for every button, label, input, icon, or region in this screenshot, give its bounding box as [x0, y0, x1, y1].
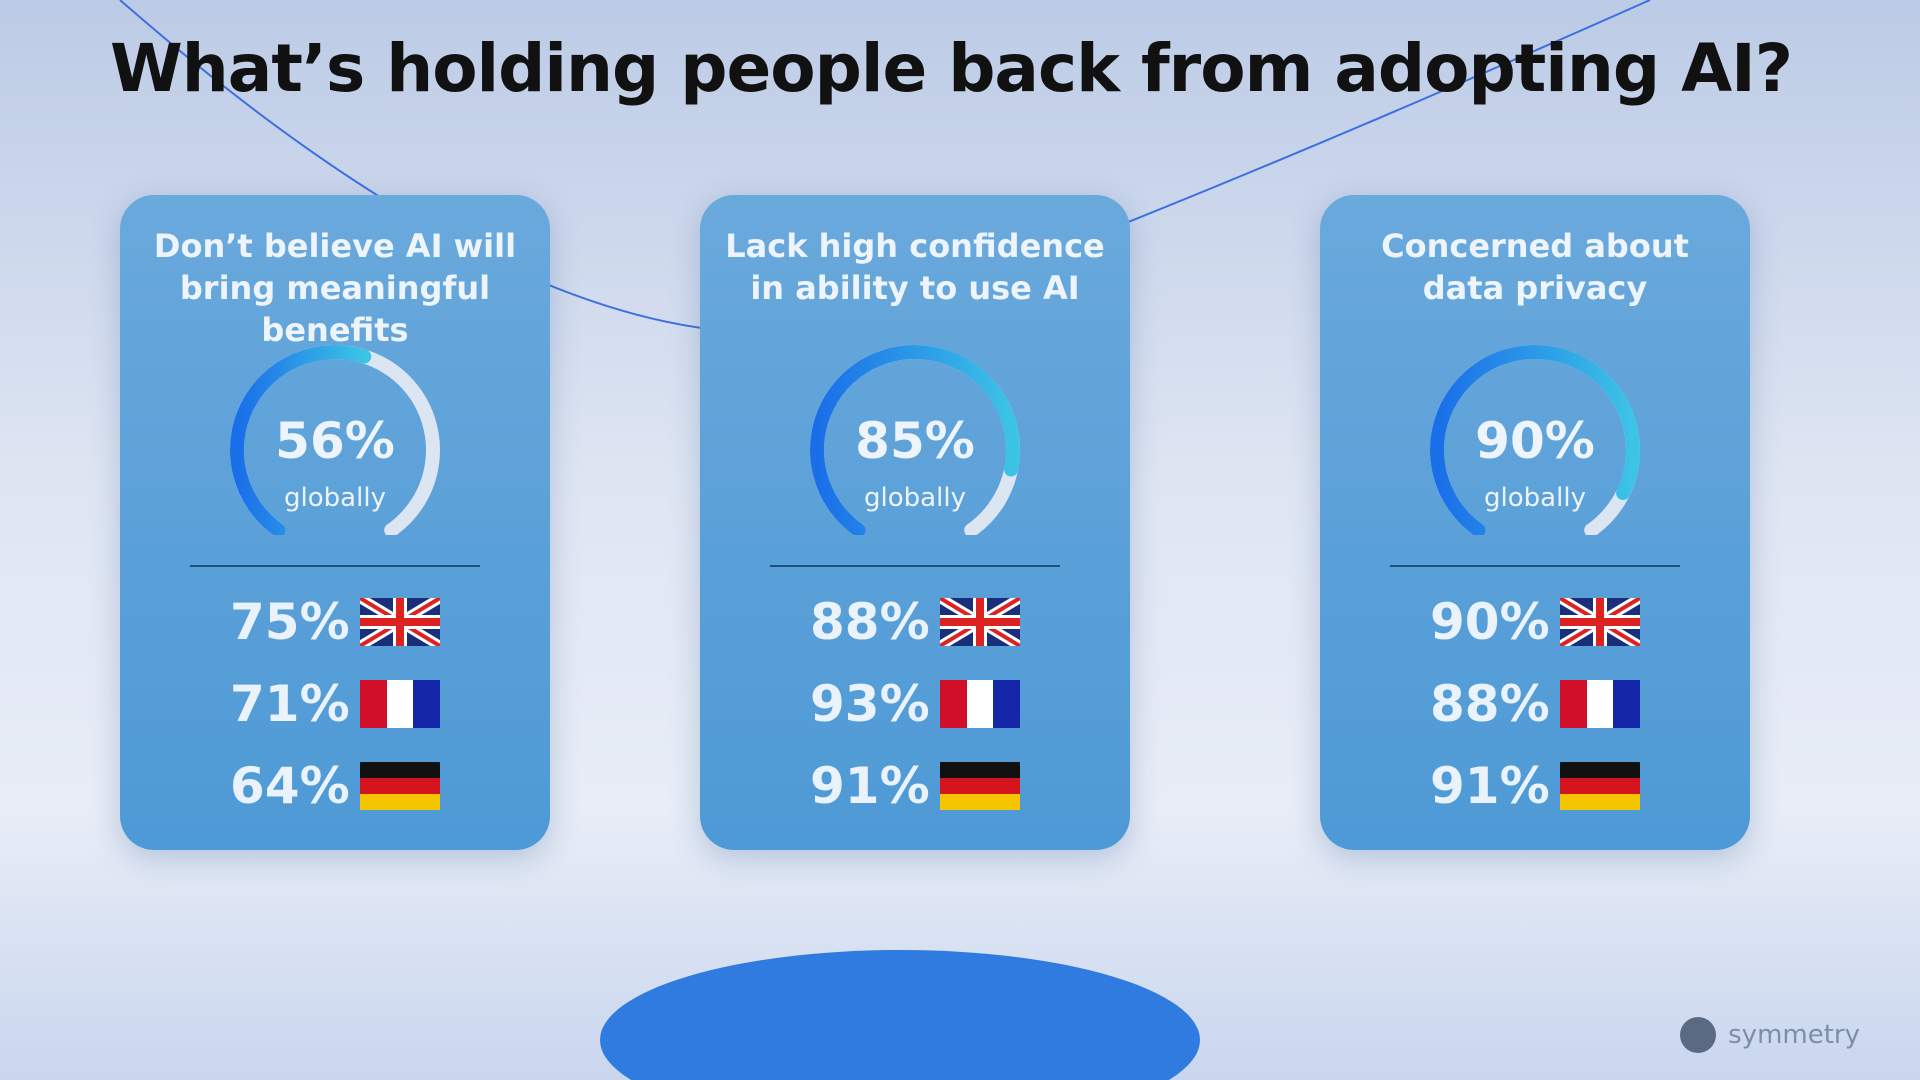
- country-row: 71%: [120, 672, 550, 736]
- gauge: 56% globally: [230, 345, 440, 535]
- card: Lack high confidence in ability to use A…: [700, 195, 1130, 850]
- country-value: 91%: [810, 757, 930, 815]
- card-title: Lack high confidence in ability to use A…: [725, 227, 1105, 307]
- flag-part: [940, 598, 1020, 646]
- country-value: 88%: [810, 593, 930, 651]
- country-row: 91%: [1320, 754, 1750, 818]
- flag-part: [413, 680, 440, 728]
- flag: [360, 762, 440, 810]
- country-value: 64%: [230, 757, 350, 815]
- flag-part: [1560, 680, 1587, 728]
- logo-circle: [1680, 1017, 1717, 1053]
- flag: [940, 680, 1020, 728]
- flag-part: [1587, 680, 1613, 728]
- gauge: 90% globally: [1430, 345, 1640, 535]
- flag: [1560, 762, 1640, 810]
- flag-part: [387, 680, 413, 728]
- logo-icon: [1680, 1017, 1717, 1053]
- flag: [940, 762, 1020, 810]
- logo-text: symmetry: [1728, 1020, 1860, 1050]
- card-title: Concerned about data privacy: [1381, 227, 1689, 307]
- country-value: 91%: [1430, 757, 1550, 815]
- flag: [360, 598, 440, 646]
- country-row: 88%: [700, 590, 1130, 654]
- gauge-caption: globally: [864, 483, 966, 513]
- flag: [940, 598, 1020, 646]
- gauge-caption: globally: [1484, 483, 1586, 513]
- flag-part: [360, 794, 440, 810]
- title: What’s holding people back from adopting…: [110, 30, 1793, 107]
- flag-part: [360, 680, 387, 728]
- gauge-value: [230, 345, 372, 535]
- country-value: 71%: [230, 675, 350, 733]
- flag-part: [1560, 778, 1640, 794]
- flag-part: [993, 680, 1020, 728]
- flag-part: [940, 794, 1020, 810]
- card-title: Don’t believe AI will bring meaningful b…: [153, 227, 517, 349]
- gauge-caption: globally: [284, 483, 386, 513]
- logo: symmetry: [1678, 1015, 1860, 1055]
- divider: [1390, 565, 1680, 567]
- flag-part: [940, 680, 967, 728]
- card: Concerned about data privacy 90% globally 9…: [1320, 195, 1750, 850]
- country-value: 88%: [1430, 675, 1550, 733]
- flag-part: [967, 680, 993, 728]
- divider: [770, 565, 1060, 567]
- flag-part: [1560, 762, 1640, 778]
- gauge-label: 85%: [855, 412, 975, 470]
- flag: [360, 680, 440, 728]
- gauge: 85% globally: [810, 345, 1020, 535]
- flag: [1560, 680, 1640, 728]
- country-row: 88%: [1320, 672, 1750, 736]
- divider: [190, 565, 480, 567]
- decor-shape: [600, 950, 1200, 1080]
- flag-part: [360, 598, 440, 646]
- gauge-value: [1430, 345, 1640, 535]
- flag-part: [1613, 680, 1640, 728]
- country-value: 93%: [810, 675, 930, 733]
- flag-part: [360, 762, 440, 778]
- flag: [1560, 598, 1640, 646]
- country-row: 91%: [700, 754, 1130, 818]
- country-row: 75%: [120, 590, 550, 654]
- country-value: 90%: [1430, 593, 1550, 651]
- gauge-label: 90%: [1475, 412, 1595, 470]
- flag-part: [360, 778, 440, 794]
- card: Don’t believe AI will bring meaningful b…: [120, 195, 550, 850]
- country-row: 64%: [120, 754, 550, 818]
- flag-part: [1560, 598, 1640, 646]
- flag-part: [940, 778, 1020, 794]
- gauge-value: [810, 345, 1020, 535]
- flag-part: [1560, 794, 1640, 810]
- country-row: 93%: [700, 672, 1130, 736]
- gauge-label: 56%: [275, 412, 395, 470]
- country-row: 90%: [1320, 590, 1750, 654]
- flag-part: [940, 762, 1020, 778]
- country-value: 75%: [230, 593, 350, 651]
